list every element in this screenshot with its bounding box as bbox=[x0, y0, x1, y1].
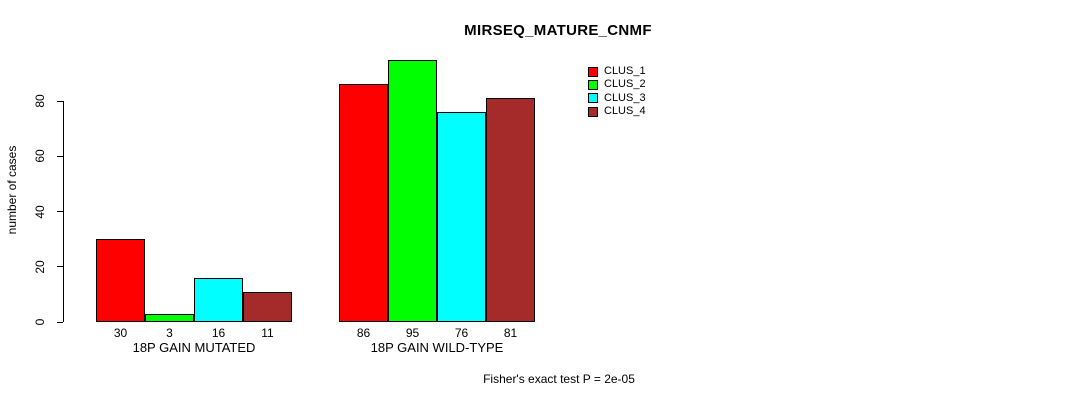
stat-test-annotation: Fisher's exact test P = 2e-05 bbox=[483, 372, 635, 386]
legend-item-clus-2: CLUS_2 bbox=[588, 78, 646, 91]
bar-value-label: 16 bbox=[211, 326, 226, 340]
legend-item-label: CLUS_1 bbox=[604, 65, 646, 78]
y-axis-tick-label: 60 bbox=[33, 149, 47, 163]
y-axis-tick bbox=[57, 155, 63, 157]
y-axis-tick bbox=[57, 211, 63, 212]
bar-clus-4-18p-gain-wild-type bbox=[486, 98, 535, 322]
legend-item-label: CLUS_2 bbox=[604, 78, 646, 91]
bar-clus-1-18p-gain-mutated bbox=[96, 239, 145, 322]
y-axis-tick-label: 80 bbox=[33, 94, 47, 108]
legend-item-clus-3: CLUS_3 bbox=[588, 92, 646, 105]
y-axis-tick bbox=[57, 266, 63, 268]
legend: CLUS_1 CLUS_2 CLUS_3 CLUS_4 bbox=[588, 65, 646, 118]
chart-title: MIRSEQ_MATURE_CNMF bbox=[464, 22, 652, 39]
legend-item-label: CLUS_3 bbox=[604, 91, 646, 104]
y-axis-line bbox=[63, 101, 64, 322]
legend-swatch bbox=[588, 66, 598, 77]
bar-clus-3-18p-gain-wild-type bbox=[437, 112, 486, 322]
y-axis-tick bbox=[57, 100, 63, 102]
x-axis-category-label: 18P GAIN MUTATED bbox=[132, 340, 256, 355]
legend-item-clus-1: CLUS_1 bbox=[588, 65, 646, 78]
y-axis-tick bbox=[57, 321, 63, 323]
bar-clus-3-18p-gain-mutated bbox=[194, 277, 243, 322]
bar-value-label: 11 bbox=[261, 326, 274, 340]
bar-value-label: 76 bbox=[454, 326, 469, 340]
bar-value-label: 95 bbox=[405, 326, 420, 340]
bar-value-label: 81 bbox=[503, 326, 518, 340]
bar-clus-2-18p-gain-wild-type bbox=[388, 59, 437, 322]
bar-value-label: 30 bbox=[113, 326, 128, 340]
y-axis-tick-label: 40 bbox=[33, 204, 47, 219]
legend-swatch bbox=[588, 106, 598, 117]
x-axis-category-label: 18P GAIN WILD-TYPE bbox=[370, 340, 504, 355]
legend-swatch bbox=[588, 93, 598, 104]
legend-item-label: CLUS_4 bbox=[604, 105, 646, 118]
bar-value-label: 86 bbox=[356, 326, 371, 340]
y-axis-tick-label: 0 bbox=[33, 318, 47, 326]
bar-value-label: 3 bbox=[166, 326, 173, 340]
bar-clus-1-18p-gain-wild-type bbox=[339, 84, 388, 322]
bar-clus-2-18p-gain-mutated bbox=[145, 313, 194, 322]
legend-swatch bbox=[588, 79, 598, 90]
y-axis-tick-label: 20 bbox=[33, 260, 47, 274]
bar-clus-4-18p-gain-mutated bbox=[243, 291, 292, 322]
legend-item-clus-4: CLUS_4 bbox=[588, 105, 646, 118]
